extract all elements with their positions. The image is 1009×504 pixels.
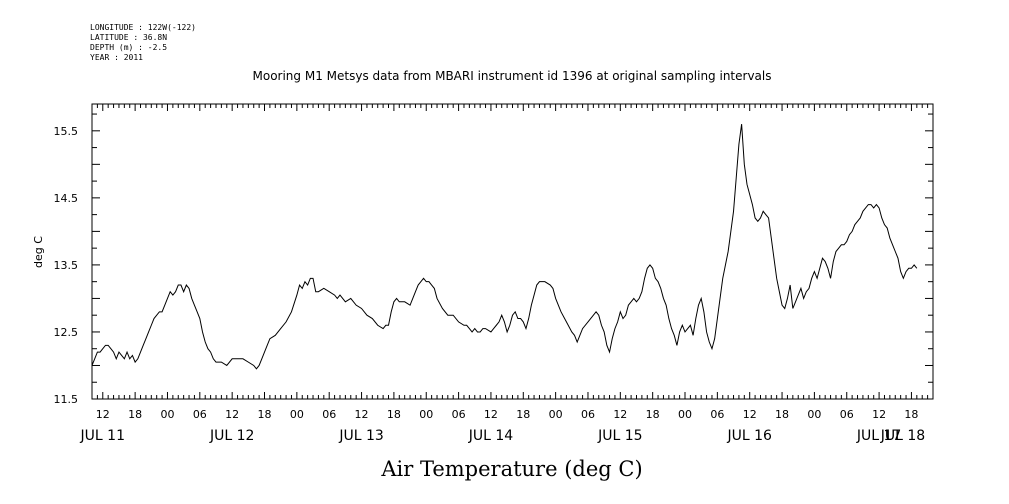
x-hour-label: 06 (710, 408, 724, 421)
x-day-label: JUL 17 (856, 428, 901, 444)
x-day-label: JUL 12 (209, 428, 254, 444)
x-hour-label: 06 (452, 408, 466, 421)
y-axis-label: deg C (32, 236, 45, 268)
x-hour-label: 18 (258, 408, 272, 421)
x-day-label: JUL 16 (726, 428, 772, 444)
x-hour-label: 12 (96, 408, 110, 421)
x-hour-label: 00 (290, 408, 304, 421)
x-hour-label: 12 (225, 408, 239, 421)
series-line (91, 124, 918, 370)
x-hour-label: 00 (549, 408, 563, 421)
x-hour-label: 18 (775, 408, 789, 421)
x-hour-label: 18 (516, 408, 530, 421)
y-tick-label: 11.5 (54, 393, 79, 406)
x-hour-label: 06 (193, 408, 207, 421)
plot-frame (91, 103, 934, 400)
x-tick-labels: 12 18 00 06 12 18 00 06 12 18 00 06 12 18 00 06 12 18 00 06… (80, 408, 926, 444)
tick-marks (91, 104, 934, 400)
x-hour-label: 00 (678, 408, 692, 421)
chart-title: Mooring M1 Metsys data from MBARI instru… (253, 69, 772, 83)
y-tick-label: 14.5 (54, 192, 79, 205)
x-hour-label: 12 (613, 408, 627, 421)
y-tick-label: 13.5 (54, 259, 79, 272)
latitude-text: LATITUDE : 36.8N (90, 33, 167, 42)
x-day-label: JUL 13 (338, 428, 383, 444)
x-hour-label: 06 (322, 408, 336, 421)
year-text: YEAR : 2011 (90, 53, 143, 62)
x-day-label: JUL 18 (880, 428, 925, 444)
x-hour-label: 18 (387, 408, 401, 421)
y-tick-label: 12.5 (54, 326, 79, 339)
x-hour-label: 00 (807, 408, 821, 421)
chart-caption: Air Temperature (deg C) (380, 457, 642, 481)
x-hour-label: 06 (840, 408, 854, 421)
x-hour-label: 18 (128, 408, 142, 421)
depth-text: DEPTH (m) : -2.5 (90, 43, 167, 52)
x-hour-label: 18 (646, 408, 660, 421)
x-hour-label: 12 (743, 408, 757, 421)
x-day-label: JUL 14 (468, 428, 514, 444)
x-hour-label: 12 (355, 408, 369, 421)
x-hour-label: 00 (419, 408, 433, 421)
x-day-label: JUL 11 (80, 428, 125, 444)
x-day-label: JUL 15 (597, 428, 642, 444)
y-tick-labels: 11.5 12.5 13.5 14.5 15.5 (54, 125, 79, 406)
x-hour-label: 12 (484, 408, 498, 421)
x-hour-label: 06 (581, 408, 595, 421)
x-hour-label: 00 (160, 408, 174, 421)
y-tick-label: 15.5 (54, 125, 79, 138)
x-hour-label: 18 (904, 408, 918, 421)
longitude-text: LONGITUDE : 122W(-122) (90, 23, 196, 32)
x-hour-label: 12 (872, 408, 886, 421)
